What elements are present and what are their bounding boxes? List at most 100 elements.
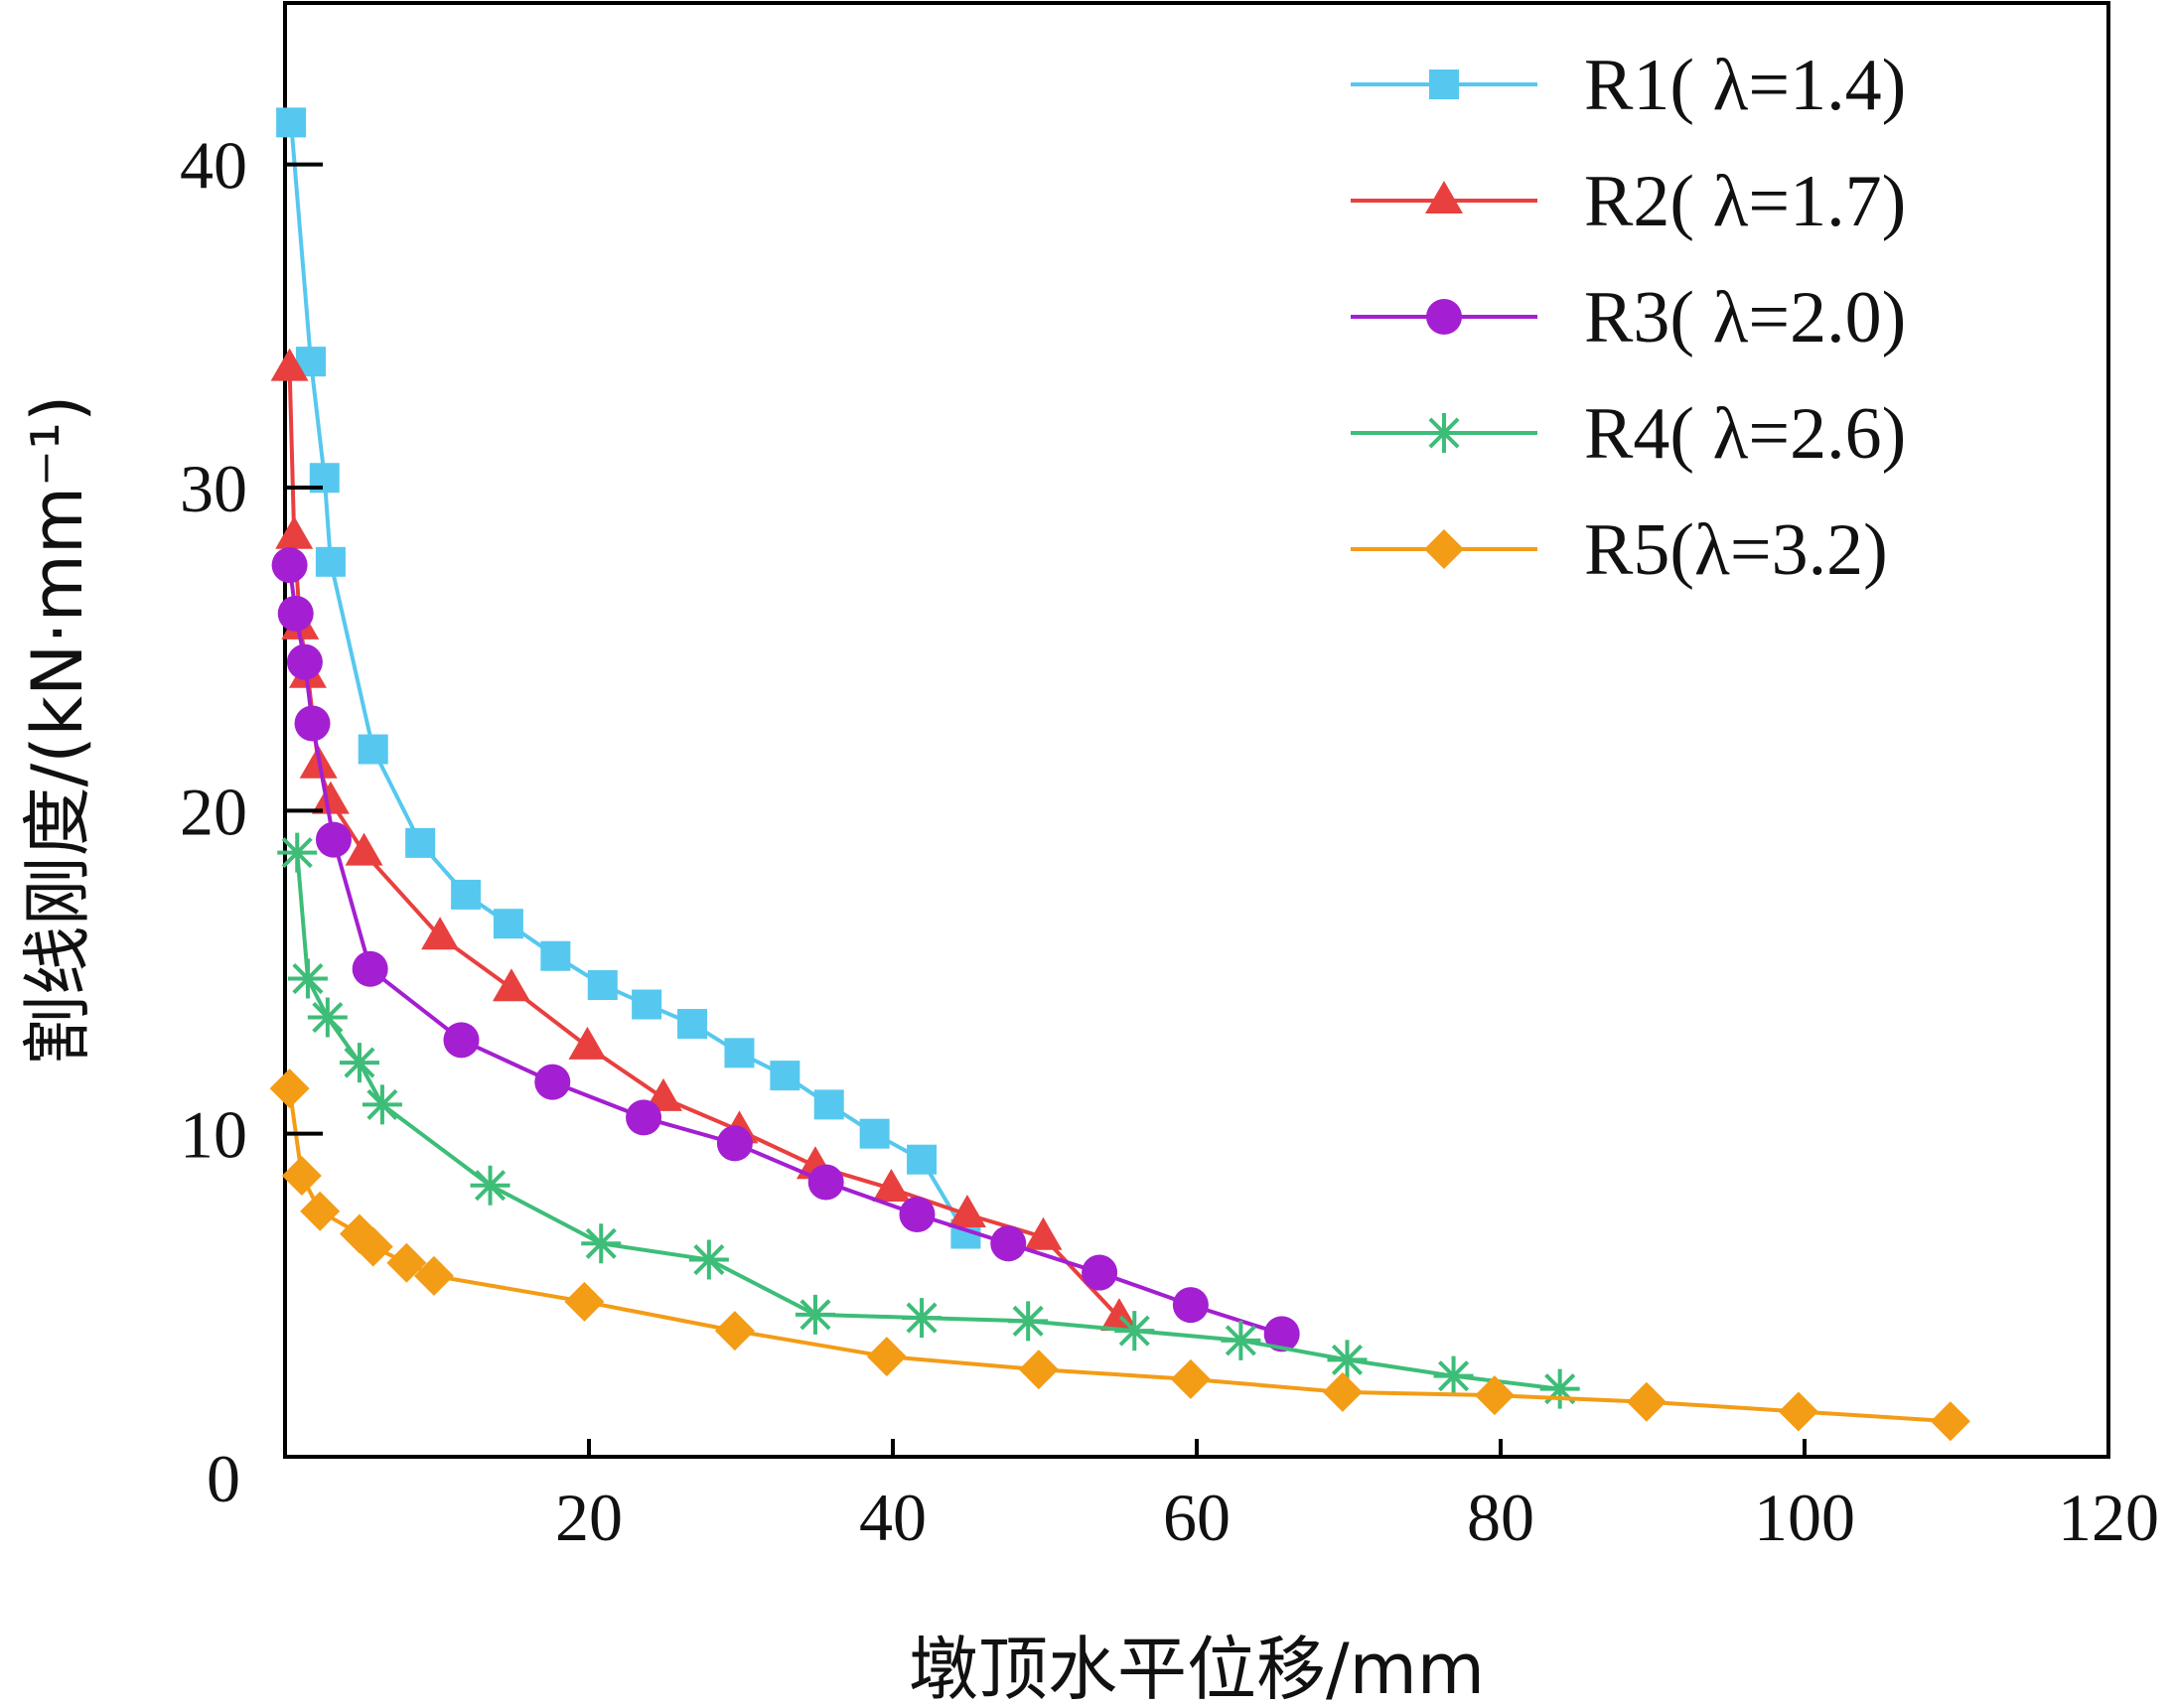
data-point <box>276 107 307 138</box>
data-point <box>581 1223 622 1264</box>
data-point <box>1626 1381 1667 1422</box>
data-point <box>902 1298 942 1339</box>
data-point <box>271 547 308 584</box>
data-point <box>677 1009 708 1040</box>
legend-entry-1: R1( λ=1.4) <box>1351 45 1906 126</box>
data-point <box>1221 1320 1261 1360</box>
data-point <box>1327 1340 1368 1380</box>
data-point <box>339 1043 379 1083</box>
data-point <box>1170 1358 1211 1399</box>
data-point <box>807 1164 844 1201</box>
data-point <box>286 643 323 680</box>
data-point <box>386 1242 427 1283</box>
legend-entry-5: R5(λ=3.2) <box>1351 509 1888 591</box>
data-point <box>300 1191 341 1231</box>
data-point <box>269 1068 310 1109</box>
y-tick-label: 10 <box>180 1097 247 1173</box>
data-point <box>493 909 523 939</box>
data-point <box>688 1239 729 1280</box>
data-point <box>311 781 350 814</box>
data-point <box>294 705 331 742</box>
data-point <box>990 1225 1027 1262</box>
legend-marker <box>1426 299 1462 335</box>
data-point <box>345 832 383 866</box>
data-point <box>770 1061 800 1091</box>
legend-marker <box>1429 70 1459 99</box>
x-tick-label: 80 <box>1467 1480 1534 1555</box>
series-4 <box>277 832 1580 1409</box>
legend-entry-3: R3( λ=2.0) <box>1351 277 1906 358</box>
legend-entry-4: R4( λ=2.6) <box>1351 393 1906 475</box>
data-point <box>813 1089 844 1120</box>
data-point <box>866 1337 907 1377</box>
data-point <box>281 1155 322 1196</box>
data-point <box>947 1195 986 1227</box>
data-point <box>899 1197 936 1232</box>
data-point <box>644 1077 682 1111</box>
x-tick-label: 100 <box>1754 1480 1855 1555</box>
data-point <box>352 950 388 987</box>
data-point <box>405 827 436 858</box>
legend-marker <box>1424 529 1464 569</box>
data-point <box>1539 1368 1580 1409</box>
x-tick-label: 20 <box>555 1480 623 1555</box>
x-tick-label: 120 <box>2058 1480 2159 1555</box>
series-1 <box>276 107 981 1249</box>
data-point <box>564 1281 605 1322</box>
data-point <box>534 1064 571 1100</box>
legend-marker <box>1425 181 1463 214</box>
legend: R1( λ=1.4) R2( λ=1.7) R3( λ=2.0) R4( λ=2.6)… <box>1351 45 1906 591</box>
data-point <box>1114 1311 1155 1352</box>
data-point <box>443 1022 480 1059</box>
legend-entry-2: R2( λ=1.7) <box>1351 161 1906 242</box>
data-point <box>1263 1316 1300 1352</box>
y-axis-title: 割线刚度/(kN·mm⁻¹) <box>17 395 98 1066</box>
data-point <box>275 515 314 549</box>
data-point <box>362 1084 402 1125</box>
data-point <box>413 1255 454 1296</box>
data-point <box>287 958 328 999</box>
data-point <box>795 1294 835 1335</box>
data-point <box>1008 1301 1049 1342</box>
data-point <box>724 1038 755 1068</box>
data-point <box>307 997 348 1038</box>
series-2 <box>270 348 1138 1332</box>
data-point <box>1322 1371 1363 1412</box>
data-point <box>470 1165 510 1206</box>
x-axis-title: 墩顶水平位移/mm <box>909 1629 1485 1708</box>
y-tick-label: 20 <box>180 774 247 849</box>
data-point <box>1018 1350 1059 1390</box>
series-line <box>295 852 1560 1391</box>
data-point <box>1778 1391 1818 1432</box>
x-tick-label: 40 <box>859 1480 927 1555</box>
legend-label: R4( λ=2.6) <box>1584 393 1906 475</box>
data-point <box>1082 1254 1118 1291</box>
data-point <box>421 917 460 950</box>
legend-marker <box>1424 413 1464 453</box>
data-point <box>358 734 388 765</box>
data-point <box>859 1118 890 1149</box>
data-point <box>1433 1355 1474 1396</box>
legend-label: R2( λ=1.7) <box>1584 161 1906 242</box>
data-point <box>632 989 662 1020</box>
data-point <box>1024 1216 1063 1250</box>
axis-ticks: 20 40 60 80 100 120 10 20 30 40 0 <box>180 128 2159 1555</box>
data-point <box>587 970 618 1001</box>
data-point <box>872 1168 911 1202</box>
series-5 <box>269 1068 1970 1442</box>
data-point <box>1172 1287 1209 1324</box>
x-tick-label: 60 <box>1163 1480 1231 1555</box>
series-line <box>287 1087 1952 1424</box>
series-3 <box>271 547 1300 1352</box>
series-line <box>289 122 968 1235</box>
data-point <box>1930 1401 1970 1442</box>
data-point <box>353 1226 393 1267</box>
data-point <box>451 879 482 910</box>
data-point <box>626 1099 662 1136</box>
data-point <box>907 1144 938 1175</box>
y-tick-label: 30 <box>180 451 247 526</box>
data-point <box>270 348 309 381</box>
data-point <box>540 940 571 971</box>
series-layer <box>269 107 1970 1442</box>
